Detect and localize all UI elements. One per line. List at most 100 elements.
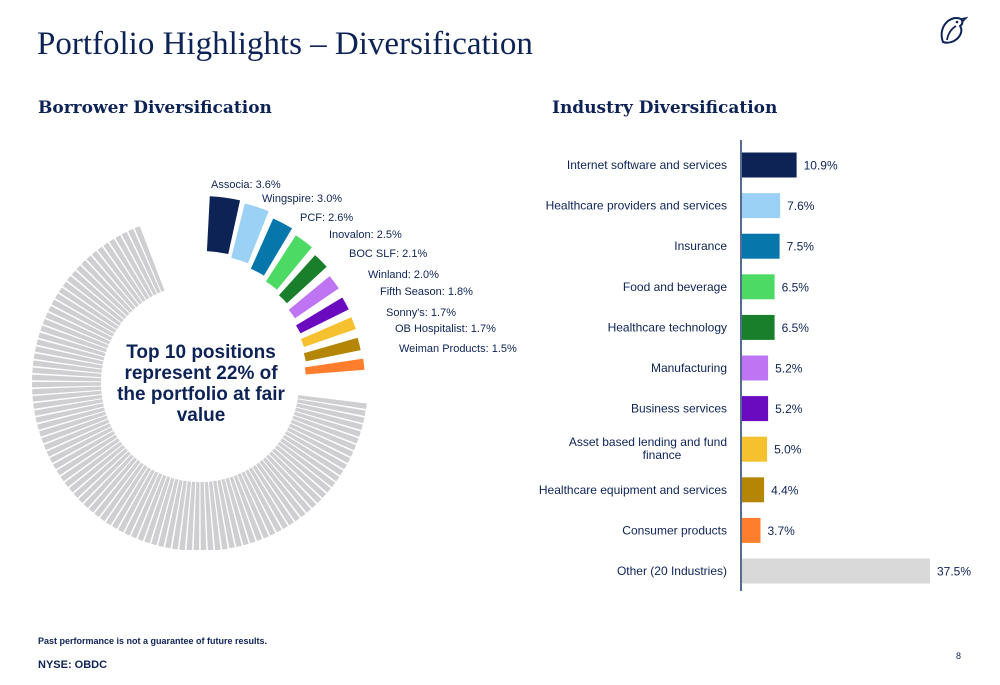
industry-category-label: Consumer products — [622, 523, 727, 537]
other-positions-slice — [32, 386, 102, 395]
other-positions-slice — [73, 448, 128, 498]
borrower-label: Sonny's: 1.7% — [386, 307, 456, 319]
other-positions-slice — [35, 403, 104, 423]
borrower-slice — [278, 255, 327, 304]
other-positions-slice — [49, 427, 113, 464]
other-positions-slice — [71, 270, 127, 320]
other-positions-slice — [109, 238, 150, 300]
other-positions-slice — [34, 346, 104, 365]
other-positions-slice — [42, 318, 109, 349]
page-title: Portfolio Highlights – Diversification — [37, 26, 533, 62]
other-positions-slice — [288, 423, 354, 457]
industry-bar — [742, 193, 781, 219]
other-positions-slice — [33, 353, 103, 369]
other-positions-slice — [144, 476, 171, 544]
other-positions-slice — [32, 360, 102, 373]
other-positions-slice — [67, 275, 124, 323]
industry-value-label: 6.5% — [782, 321, 810, 335]
borrower-slice — [265, 235, 312, 290]
industry-bar — [742, 558, 930, 584]
other-positions-slice — [259, 460, 306, 518]
other-positions-slice — [204, 481, 214, 550]
other-positions-slice — [293, 411, 361, 437]
other-positions-slice — [229, 476, 256, 544]
other-positions-slice — [37, 407, 105, 430]
other-positions-slice — [32, 367, 102, 378]
borrower-slice — [206, 196, 241, 255]
borrower-slice — [288, 276, 339, 319]
other-positions-slice — [284, 431, 347, 470]
other-positions-slice — [158, 478, 179, 547]
other-positions-slice — [269, 451, 322, 504]
other-positions-slice — [31, 381, 102, 388]
borrower-label: Weiman Products: 1.5% — [399, 343, 517, 355]
other-positions-slice — [295, 407, 363, 431]
industry-category-label: Healthcare equipment and services — [539, 483, 727, 497]
other-positions-slice — [62, 281, 122, 326]
borrower-label: Winland: 2.0% — [368, 269, 439, 281]
other-positions-slice — [36, 339, 105, 361]
industry-bar — [742, 152, 797, 178]
industry-bar-chart: Internet software and services 10.9% Healt… — [539, 140, 971, 591]
other-positions-slice — [248, 467, 288, 529]
industry-value-label: 7.5% — [787, 240, 815, 254]
other-positions-slice — [225, 477, 249, 546]
other-positions-slice — [297, 399, 366, 417]
other-positions-slice — [241, 471, 276, 536]
other-positions-slice — [245, 469, 282, 533]
other-positions-slice — [213, 480, 228, 550]
other-positions-slice — [60, 438, 120, 482]
other-positions-slice — [111, 467, 151, 529]
other-positions-slice — [115, 235, 153, 298]
other-positions-slice — [237, 473, 269, 539]
borrower-heading: Borrower Diversification — [38, 98, 272, 118]
other-positions-slice — [33, 394, 103, 409]
other-positions-slice — [34, 399, 103, 416]
industry-value-label: 7.6% — [787, 199, 815, 213]
borrower-slice — [304, 358, 365, 375]
industry-category-label: Asset based lending and fund finance — [569, 435, 727, 462]
donut-center-text: Top 10 positions represent 22% of the po… — [117, 342, 285, 426]
other-positions-slice — [51, 299, 115, 337]
industry-value-label: 5.0% — [774, 443, 802, 457]
other-positions-slice — [100, 462, 144, 522]
industry-value-label: 6.5% — [782, 280, 810, 294]
other-positions-slice — [43, 419, 110, 451]
other-positions-slice — [81, 260, 133, 313]
industry-value-label: 10.9% — [804, 159, 838, 173]
industry-category-label: Insurance — [674, 239, 727, 253]
borrower-slice — [296, 297, 349, 334]
other-positions-slice — [131, 473, 163, 539]
other-positions-slice — [297, 395, 367, 409]
other-positions-slice — [252, 465, 294, 526]
borrower-label: Inovalon: 2.5% — [329, 229, 402, 241]
industry-category-label: Manufacturing — [651, 361, 727, 375]
borrower-label: Wingspire: 3.0% — [262, 193, 342, 205]
borrower-slice — [231, 203, 269, 264]
other-positions-slice — [275, 445, 331, 493]
bird-logo-icon — [940, 16, 968, 44]
other-positions-slice — [193, 481, 200, 550]
other-positions-slice — [134, 226, 165, 292]
industry-category-label: Healthcare providers and services — [546, 199, 727, 213]
disclaimer: Past performance is not a guarantee of f… — [38, 636, 268, 646]
other-positions-slice — [105, 465, 148, 526]
industry-heading: Industry Diversification — [552, 98, 778, 118]
other-positions-slice — [45, 312, 111, 345]
industry-category-label: Internet software and services — [567, 158, 727, 172]
other-positions-slice — [83, 454, 134, 508]
other-positions-slice — [97, 246, 143, 305]
other-positions-slice — [292, 415, 359, 444]
borrower-slice — [250, 218, 293, 276]
other-positions-slice — [94, 459, 141, 518]
other-positions-slice — [137, 474, 167, 541]
industry-category-label: Other (20 Industries) — [617, 564, 727, 578]
other-positions-slice — [41, 415, 108, 444]
borrower-label: Fifth Season: 1.8% — [380, 286, 473, 298]
borrower-slice — [303, 337, 361, 362]
industry-bar — [742, 436, 768, 462]
industry-value-label: 37.5% — [937, 565, 971, 579]
industry-value-label: 5.2% — [775, 402, 803, 416]
other-positions-slice — [32, 390, 102, 402]
other-positions-slice — [103, 242, 146, 303]
